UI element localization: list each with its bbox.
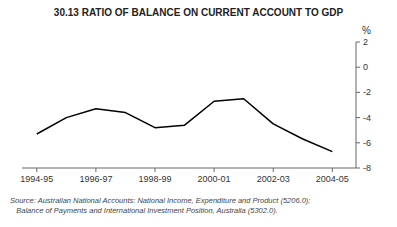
y-tick-label: -6: [363, 138, 371, 148]
x-tick: [95, 168, 96, 172]
x-tick-label: 1994-95: [20, 174, 53, 184]
data-line: [37, 99, 333, 152]
y-tick-label: 2: [363, 37, 368, 47]
y-tick-label: -4: [363, 113, 371, 123]
x-tick: [214, 168, 215, 172]
source-note: Balance of Payments and International In…: [10, 206, 278, 215]
x-tick-label: 2000-01: [198, 174, 231, 184]
y-tick: [356, 92, 360, 93]
x-tick: [36, 168, 37, 172]
y-tick: [356, 67, 360, 68]
chart: 30.13 RATIO OF BALANCE ON CURRENT ACCOUN…: [0, 0, 397, 227]
x-tick-label: 2004-05: [316, 174, 349, 184]
y-tick: [356, 42, 360, 43]
x-tick: [332, 168, 333, 172]
y-tick-label: -8: [363, 163, 371, 173]
title: 30.13 RATIO OF BALANCE ON CURRENT ACCOUN…: [54, 7, 344, 18]
y-tick-label: 0: [363, 62, 368, 72]
x-tick-label: 2002-03: [257, 174, 290, 184]
source-note: Source: Australian National Accounts: Na…: [10, 196, 310, 205]
y-axis-line: [356, 42, 357, 168]
y-tick: [356, 117, 360, 118]
plot-area: [37, 99, 333, 152]
x-tick-label: 1996-97: [79, 174, 112, 184]
y-tick: [356, 168, 360, 169]
x-tick: [273, 168, 274, 172]
y-tick-label: -2: [363, 87, 371, 97]
y-tick: [356, 142, 360, 143]
y-axis-label: %: [362, 25, 371, 36]
x-tick: [155, 168, 156, 172]
x-axis-line: [22, 168, 356, 169]
x-tick-label: 1998-99: [138, 174, 171, 184]
